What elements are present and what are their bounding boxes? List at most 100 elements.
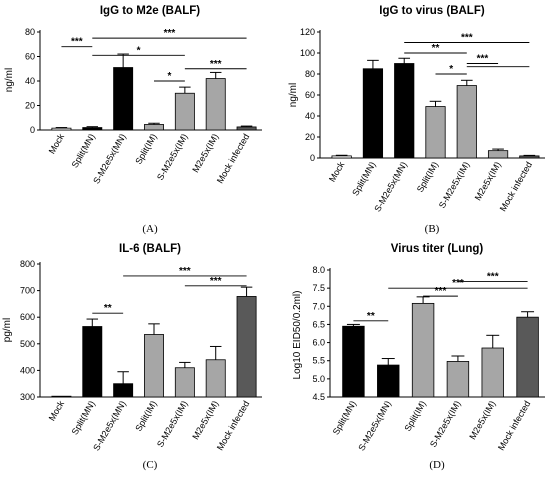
y-tick-label: 0 — [310, 153, 315, 163]
chart-title: IL-6 (BALF) — [119, 243, 181, 255]
bar-split-mn- — [342, 325, 365, 398]
bar-m2e5x-im- — [205, 78, 226, 131]
y-axis-label: ng/ml — [4, 68, 15, 92]
y-tick-label: 60 — [305, 90, 315, 100]
bar-mock — [331, 155, 352, 159]
significance-label: *** — [435, 286, 447, 297]
significance-label: * — [449, 64, 453, 75]
x-tick-label: M2e5x(IM) — [190, 399, 220, 441]
bar-m2e5x-im- — [487, 150, 509, 159]
panel-label: (C) — [143, 459, 158, 471]
significance-label: *** — [164, 28, 176, 39]
x-tick-label: Split(IM) — [133, 132, 158, 166]
bar-mock-infected — [519, 155, 540, 159]
significance-label: *** — [461, 33, 473, 44]
y-tick-label: 7.5 — [312, 283, 325, 293]
bar-s-m2e5x-im- — [456, 85, 477, 159]
panel-label: (A) — [142, 223, 158, 235]
significance-label: *** — [487, 272, 499, 283]
bar-s-m2e5x-mn- — [394, 63, 415, 159]
y-tick-label: 300 — [20, 392, 35, 402]
y-tick-label: 100 — [300, 48, 315, 58]
bar-mock-infected — [516, 316, 539, 398]
x-tick-label: Split(IM) — [402, 399, 427, 433]
y-tick-label: 5.0 — [312, 374, 325, 384]
y-tick-label: 400 — [20, 365, 35, 375]
bar-split-mn- — [82, 326, 103, 398]
bar-mock — [51, 127, 72, 131]
bar-m2e5x-im- — [205, 359, 226, 398]
y-tick-label: 4.5 — [312, 392, 325, 402]
x-tick-label: Mock — [327, 160, 347, 184]
significance-label: ** — [104, 303, 112, 314]
bar-s-m2e5x-mn- — [113, 67, 134, 131]
bar-mock — [51, 395, 72, 398]
x-tick-label: Mock infected — [215, 399, 251, 452]
bar-split-im- — [425, 106, 446, 159]
significance-label: ** — [367, 311, 375, 322]
y-tick-label: 600 — [20, 312, 35, 322]
panel-label: (B) — [425, 223, 440, 235]
significance-label: * — [167, 71, 171, 82]
x-tick-label: Mock infected — [498, 160, 534, 213]
x-tick-label: M2e5x(IM) — [473, 160, 503, 202]
y-tick-label: 700 — [20, 286, 35, 296]
bar-split-im- — [144, 124, 164, 131]
y-tick-label: 500 — [20, 339, 35, 349]
panel-label: (D) — [429, 459, 445, 471]
x-tick-label: S-M2e5x(MN) — [356, 399, 393, 453]
y-tick-label: 40 — [25, 76, 35, 86]
y-tick-label: 0 — [30, 125, 35, 135]
x-tick-label: Split(MN) — [70, 132, 97, 169]
y-tick-label: 8.0 — [312, 265, 325, 275]
y-tick-label: 20 — [25, 101, 35, 111]
bar-split-im- — [411, 302, 435, 398]
x-tick-label: Split(MN) — [350, 160, 377, 197]
significance-label: *** — [477, 54, 489, 65]
y-axis-label: ng/ml — [288, 83, 299, 107]
significance-label: *** — [210, 276, 222, 287]
x-tick-label: S-M2e5x(IM) — [437, 160, 472, 210]
chart-panel-4: Virus titer (Lung) Log10 EID50/0.2ml) 4.5 5… — [292, 243, 545, 471]
y-tick-label: 6.0 — [312, 338, 325, 348]
y-axis-label: Log10 EID50/0.2ml) — [292, 291, 303, 380]
y-tick-label: 120 — [300, 27, 315, 37]
y-tick-label: 80 — [305, 69, 315, 79]
x-tick-label: Mock infected — [496, 399, 532, 452]
y-axis-label: pg/ml — [2, 318, 13, 342]
x-tick-label: Split(MN) — [331, 399, 358, 436]
significance-label: *** — [210, 59, 222, 70]
chart-title: Virus titer (Lung) — [391, 243, 484, 255]
x-tick-label: S-M2e5x(MN) — [372, 160, 409, 214]
significance-label: *** — [179, 266, 191, 277]
x-tick-label: Mock — [47, 132, 67, 156]
y-tick-label: 5.5 — [312, 356, 325, 366]
significance-label: * — [137, 45, 141, 56]
bar-s-m2e5x-mn- — [377, 364, 400, 398]
bar-s-m2e5x-im- — [174, 367, 195, 398]
x-tick-label: Split(MN) — [70, 399, 97, 436]
bar-mock-infected — [236, 126, 257, 131]
bar-s-m2e5x-im- — [174, 92, 195, 131]
x-tick-label: S-M2e5x(IM) — [428, 399, 463, 449]
y-tick-label: 80 — [25, 27, 35, 37]
x-tick-label: Split(IM) — [415, 160, 440, 194]
chart-title: IgG to M2e (BALF) — [100, 5, 200, 17]
y-tick-label: 40 — [305, 111, 315, 121]
significance-label: *** — [71, 37, 83, 48]
x-tick-label: M2e5x(IM) — [190, 132, 220, 174]
bar-m2e5x-im- — [481, 347, 504, 398]
y-tick-label: 6.5 — [312, 319, 325, 329]
chart-title: IgG to virus (BALF) — [379, 5, 485, 17]
x-tick-label: M2e5x(IM) — [467, 399, 497, 441]
x-tick-label: S-M2e5x(IM) — [155, 132, 190, 182]
x-tick-label: S-M2e5x(MN) — [91, 399, 128, 453]
bar-s-m2e5x-im- — [446, 361, 470, 398]
significance-label: ** — [432, 43, 440, 54]
bar-s-m2e5x-mn- — [113, 383, 134, 398]
bar-split-im- — [144, 334, 164, 398]
y-tick-label: 20 — [305, 132, 315, 142]
y-tick-label: 60 — [25, 52, 35, 62]
